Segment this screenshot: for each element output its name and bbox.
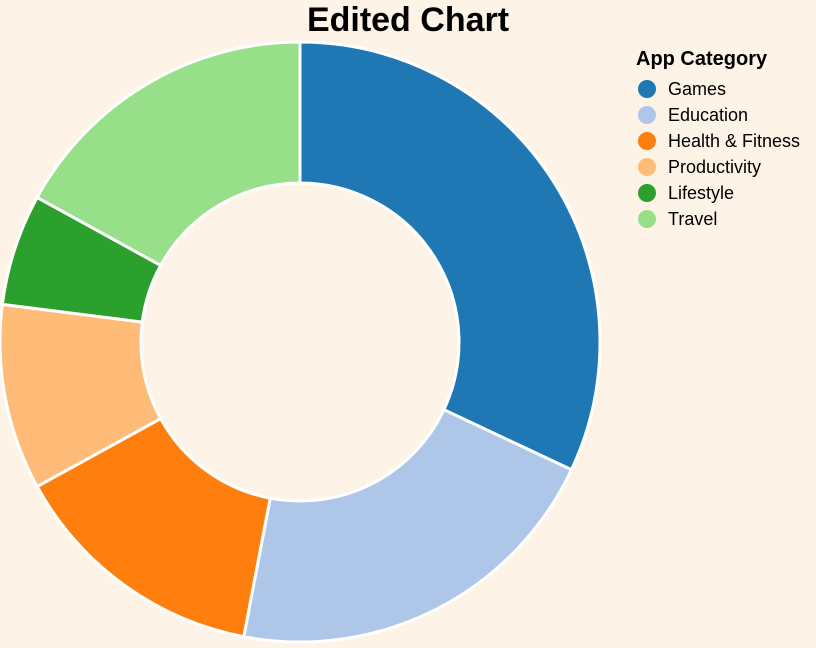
legend-title: App Category [636, 48, 768, 70]
slice-games[interactable] [298, 40, 602, 472]
legend-label: Travel [668, 208, 718, 229]
legend-swatch-icon [638, 80, 656, 98]
slice-travel[interactable] [35, 40, 302, 267]
legend-label: Health & Fitness [668, 130, 801, 151]
legend-label: Education [668, 104, 749, 125]
legend-swatch-icon [638, 210, 656, 228]
slice-education[interactable] [242, 408, 573, 644]
legend-item-education[interactable]: Education [636, 102, 800, 128]
legend-swatch-icon [638, 132, 656, 150]
legend-item-lifestyle[interactable]: Lifestyle [636, 180, 800, 206]
legend-item-health-and-fitness[interactable]: Health & Fitness [636, 128, 800, 154]
legend: App Category Games Education Health & Fitn… [636, 48, 800, 232]
chart-title: Edited Chart [306, 1, 510, 39]
legend-item-travel[interactable]: Travel [636, 206, 800, 232]
legend-swatch-icon [638, 158, 656, 176]
legend-item-games[interactable]: Games [636, 76, 800, 102]
legend-item-productivity[interactable]: Productivity [636, 154, 800, 180]
legend-swatch-icon [638, 184, 656, 202]
legend-label: Productivity [668, 156, 762, 177]
legend-label: Games [668, 78, 727, 99]
legend-label: Lifestyle [668, 182, 735, 203]
legend-swatch-icon [638, 106, 656, 124]
legend-items: Games Education Health & Fitness Productivi… [636, 76, 800, 232]
donut-slices [0, 40, 602, 644]
slice-health-and-fitness[interactable] [35, 417, 272, 639]
